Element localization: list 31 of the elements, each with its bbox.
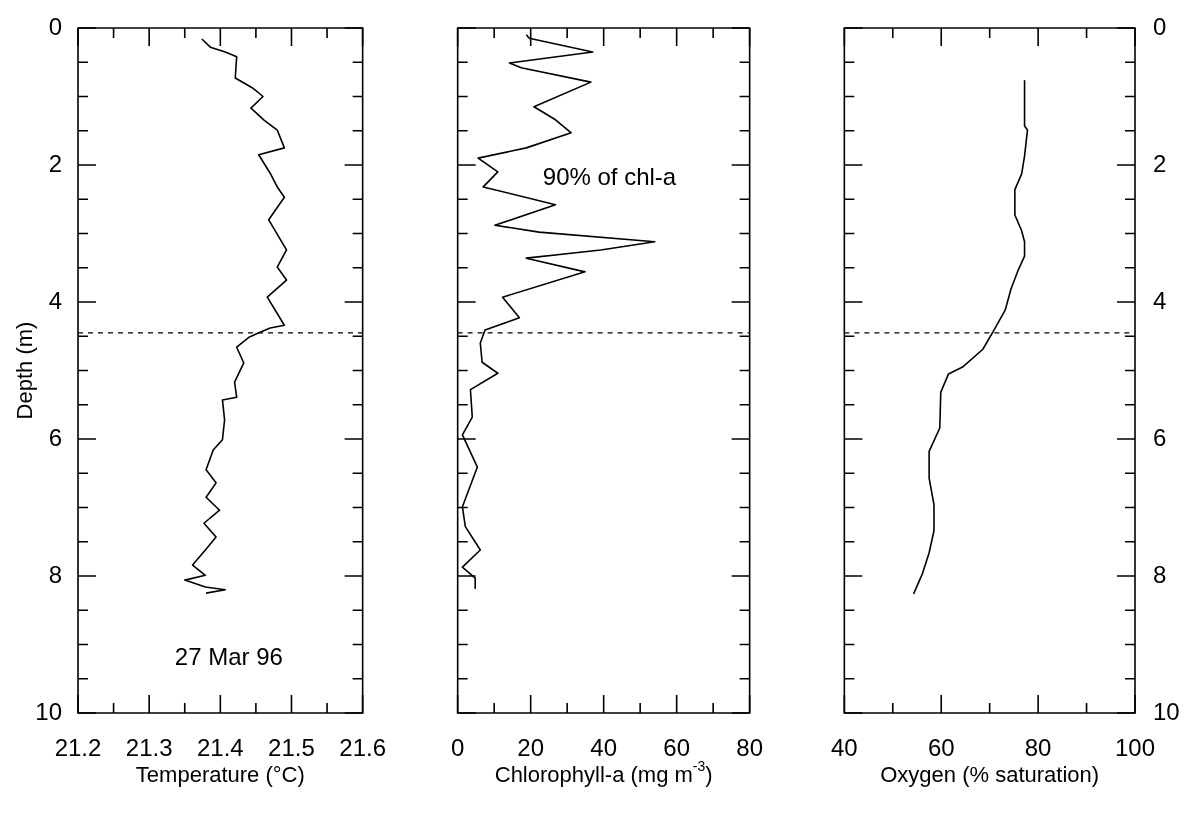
y2-tick-label: 0 [1153, 12, 1167, 40]
y2-tick-label: 8 [1153, 560, 1167, 588]
x-tick-label: 21.6 [339, 734, 386, 762]
x-tick-label: 40 [831, 734, 858, 762]
x-tick-label: 60 [927, 734, 955, 762]
y2-tick-label: 2 [1153, 149, 1167, 177]
y2-tick-label: 10 [1153, 697, 1180, 725]
x-tick-label: 80 [1024, 734, 1052, 762]
y-axis-title: Depth (m) [12, 321, 38, 420]
y-tick-label: 8 [48, 560, 62, 588]
x-tick-label: 20 [517, 734, 545, 762]
y-tick-label: 10 [35, 697, 62, 725]
x-tick-label: 21.2 [54, 734, 102, 762]
annotation: 27 Mar 96 [174, 642, 283, 670]
x-tick-label: 21.4 [196, 734, 244, 762]
x-tick-label: 21.5 [268, 734, 315, 762]
x-tick-label: 21.3 [125, 734, 173, 762]
x-axis-title: Temperature (°C) [135, 762, 305, 788]
x-tick-label: 40 [590, 734, 618, 762]
x-tick-label: 80 [736, 734, 763, 762]
y-tick-label: 6 [48, 423, 62, 451]
x-tick-label: 60 [663, 734, 691, 762]
y2-tick-label: 4 [1153, 286, 1167, 314]
annotation: 90% of chl-a [542, 163, 677, 191]
y-tick-label: 0 [48, 12, 62, 40]
y-tick-label: 2 [48, 149, 62, 177]
y2-tick-label: 6 [1153, 423, 1167, 451]
y-tick-label: 4 [48, 286, 62, 314]
x-tick-label: 0 [450, 734, 465, 762]
x-tick-label: 100 [1114, 734, 1156, 762]
x-axis-title: Oxygen (% saturation) [880, 762, 1100, 788]
